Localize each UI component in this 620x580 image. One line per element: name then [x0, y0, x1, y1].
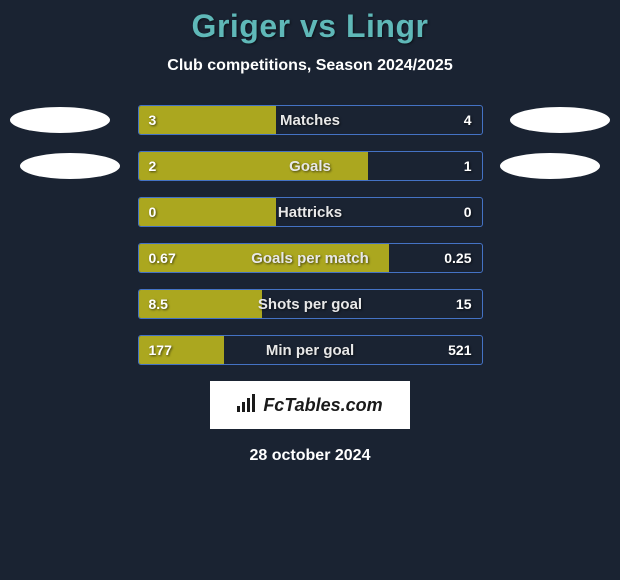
- avatar-right-2: [500, 153, 600, 179]
- stat-value-right: 521: [448, 336, 471, 364]
- stat-value-right: 0: [464, 198, 472, 226]
- stat-label: Goals: [139, 152, 482, 180]
- stat-bar: 2Goals1: [138, 151, 483, 181]
- page-title: Griger vs Lingr: [0, 8, 620, 45]
- stat-label: Matches: [139, 106, 482, 134]
- stat-bar: 0Hattricks0: [138, 197, 483, 227]
- brand-badge: FcTables.com: [210, 381, 410, 429]
- stat-label: Min per goal: [139, 336, 482, 364]
- stat-bar: 3Matches4: [138, 105, 483, 135]
- avatar-left-2: [20, 153, 120, 179]
- date-text: 28 october 2024: [0, 447, 620, 465]
- brand-text: FcTables.com: [263, 395, 382, 416]
- stat-value-right: 0.25: [444, 244, 471, 272]
- stat-value-right: 15: [456, 290, 472, 318]
- stat-label: Hattricks: [139, 198, 482, 226]
- stat-value-right: 4: [464, 106, 472, 134]
- stat-bar: 8.5Shots per goal15: [138, 289, 483, 319]
- subtitle: Club competitions, Season 2024/2025: [0, 57, 620, 75]
- avatar-left-1: [10, 107, 110, 133]
- avatar-right-1: [510, 107, 610, 133]
- stats-section: 3Matches4 2Goals1 0Hattricks0 0.67Goals per…: [0, 105, 620, 365]
- stat-value-right: 1: [464, 152, 472, 180]
- chart-icon: [237, 394, 259, 417]
- stat-bar: 0.67Goals per match0.25: [138, 243, 483, 273]
- stat-label: Goals per match: [139, 244, 482, 272]
- stat-label: Shots per goal: [139, 290, 482, 318]
- stat-bar: 177Min per goal521: [138, 335, 483, 365]
